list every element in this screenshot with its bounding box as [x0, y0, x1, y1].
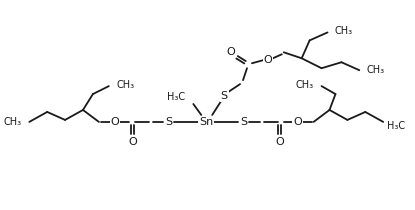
Text: H₃C: H₃C [387, 121, 405, 131]
Text: O: O [227, 47, 235, 57]
Text: Sn: Sn [199, 117, 213, 127]
Text: O: O [110, 117, 119, 127]
Text: S: S [221, 91, 228, 101]
Text: CH₃: CH₃ [334, 26, 353, 37]
Text: O: O [276, 137, 284, 147]
Text: O: O [293, 117, 302, 127]
Text: CH₃: CH₃ [295, 80, 314, 90]
Text: CH₃: CH₃ [366, 65, 384, 75]
Text: H₃C: H₃C [167, 92, 186, 102]
Text: S: S [240, 117, 248, 127]
Text: S: S [165, 117, 172, 127]
Text: O: O [264, 55, 272, 65]
Text: CH₃: CH₃ [3, 117, 21, 127]
Text: O: O [128, 137, 137, 147]
Text: CH₃: CH₃ [117, 80, 135, 90]
